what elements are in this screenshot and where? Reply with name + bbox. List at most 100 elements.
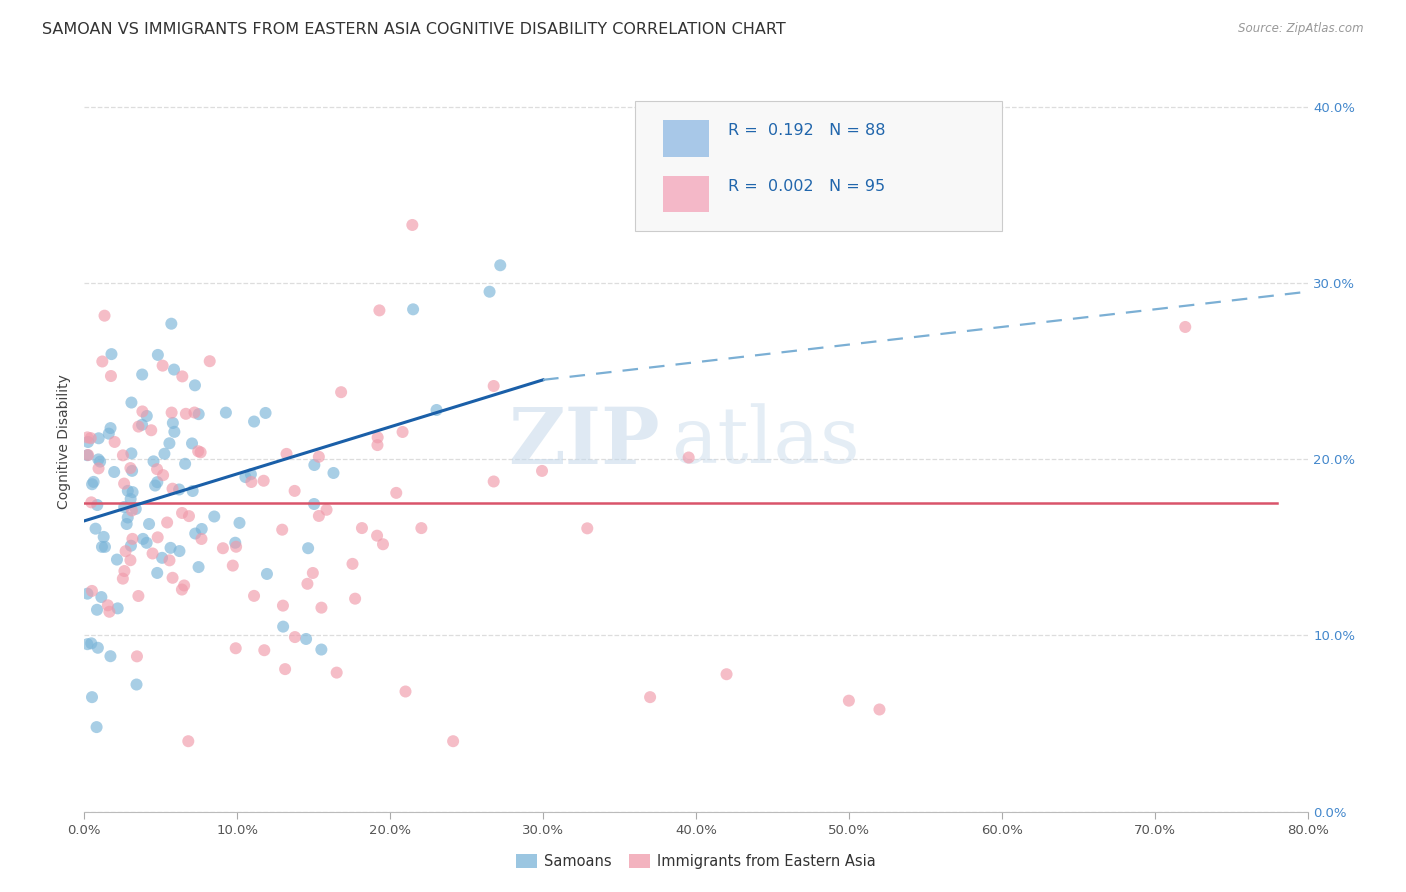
Point	[112, 500, 135, 514]
Point	[120, 491, 142, 506]
Point	[187, 444, 209, 458]
Point	[157, 436, 180, 450]
Point	[190, 445, 212, 459]
Point	[243, 589, 266, 603]
Point	[146, 348, 169, 362]
Point	[121, 485, 143, 500]
Point	[105, 552, 128, 566]
Point	[87, 461, 110, 475]
Point	[271, 619, 294, 633]
Point	[114, 544, 136, 558]
FancyBboxPatch shape	[664, 176, 710, 212]
Point	[87, 640, 110, 655]
Text: R =  0.002   N = 95: R = 0.002 N = 95	[728, 178, 884, 194]
Point	[153, 447, 176, 461]
Point	[80, 431, 103, 445]
Point	[243, 415, 266, 429]
Point	[181, 436, 204, 450]
Point	[228, 516, 250, 530]
Point	[274, 662, 297, 676]
Point	[297, 576, 319, 591]
Point	[402, 302, 425, 317]
Point	[76, 430, 98, 444]
Point	[173, 578, 195, 592]
Point	[135, 536, 157, 550]
Point	[120, 395, 142, 409]
Point	[80, 583, 103, 598]
Point	[93, 530, 115, 544]
Point	[83, 475, 105, 489]
Point	[97, 599, 120, 613]
Point	[89, 454, 111, 468]
Point	[174, 457, 197, 471]
Point	[152, 359, 174, 373]
Point	[224, 535, 246, 549]
Point	[254, 406, 277, 420]
Point	[322, 466, 344, 480]
Point	[531, 464, 554, 478]
Text: SAMOAN VS IMMIGRANTS FROM EASTERN ASIA COGNITIVE DISABILITY CORRELATION CHART: SAMOAN VS IMMIGRANTS FROM EASTERN ASIA C…	[42, 22, 786, 37]
Point	[838, 161, 860, 176]
Point	[163, 425, 186, 439]
Point	[162, 482, 184, 496]
Point	[482, 475, 505, 489]
Point	[117, 510, 139, 524]
Point	[311, 600, 333, 615]
Point	[276, 447, 298, 461]
Point	[716, 667, 738, 681]
Text: atlas: atlas	[672, 404, 860, 479]
Point	[159, 553, 181, 567]
Point	[98, 605, 121, 619]
Point	[368, 303, 391, 318]
Point	[344, 591, 367, 606]
Point	[84, 522, 107, 536]
Point	[94, 540, 117, 554]
Point	[111, 572, 134, 586]
Point	[91, 354, 114, 368]
Point	[138, 516, 160, 531]
Point	[308, 508, 330, 523]
Point	[76, 587, 98, 601]
Point	[127, 589, 149, 603]
Point	[177, 734, 200, 748]
Point	[162, 416, 184, 430]
Point	[77, 448, 100, 462]
Point	[80, 636, 103, 650]
Point	[115, 516, 138, 531]
Point	[135, 409, 157, 423]
Point	[82, 477, 104, 491]
Point	[302, 497, 325, 511]
Point	[425, 403, 447, 417]
Text: R =  0.192   N = 88: R = 0.192 N = 88	[728, 123, 886, 138]
Point	[172, 369, 194, 384]
Point	[86, 498, 108, 512]
Point	[302, 566, 325, 580]
Point	[330, 385, 353, 400]
Point	[150, 550, 173, 565]
Point	[160, 406, 183, 420]
Point	[350, 521, 373, 535]
Point	[152, 468, 174, 483]
Point	[131, 404, 153, 418]
Point	[87, 452, 110, 467]
Point	[478, 285, 501, 299]
Point	[202, 509, 225, 524]
Point	[91, 540, 114, 554]
Point	[146, 530, 169, 544]
Point	[198, 354, 221, 368]
Point	[86, 720, 108, 734]
Point	[183, 405, 205, 419]
Point	[170, 506, 193, 520]
Point	[441, 734, 464, 748]
Point	[100, 347, 122, 361]
Point	[97, 426, 120, 441]
Point	[120, 539, 142, 553]
Point	[127, 419, 149, 434]
Point	[111, 448, 134, 462]
Point	[107, 601, 129, 615]
Point	[184, 526, 207, 541]
Point	[100, 421, 122, 435]
Point	[385, 486, 408, 500]
Point	[297, 541, 319, 556]
Point	[325, 665, 347, 680]
